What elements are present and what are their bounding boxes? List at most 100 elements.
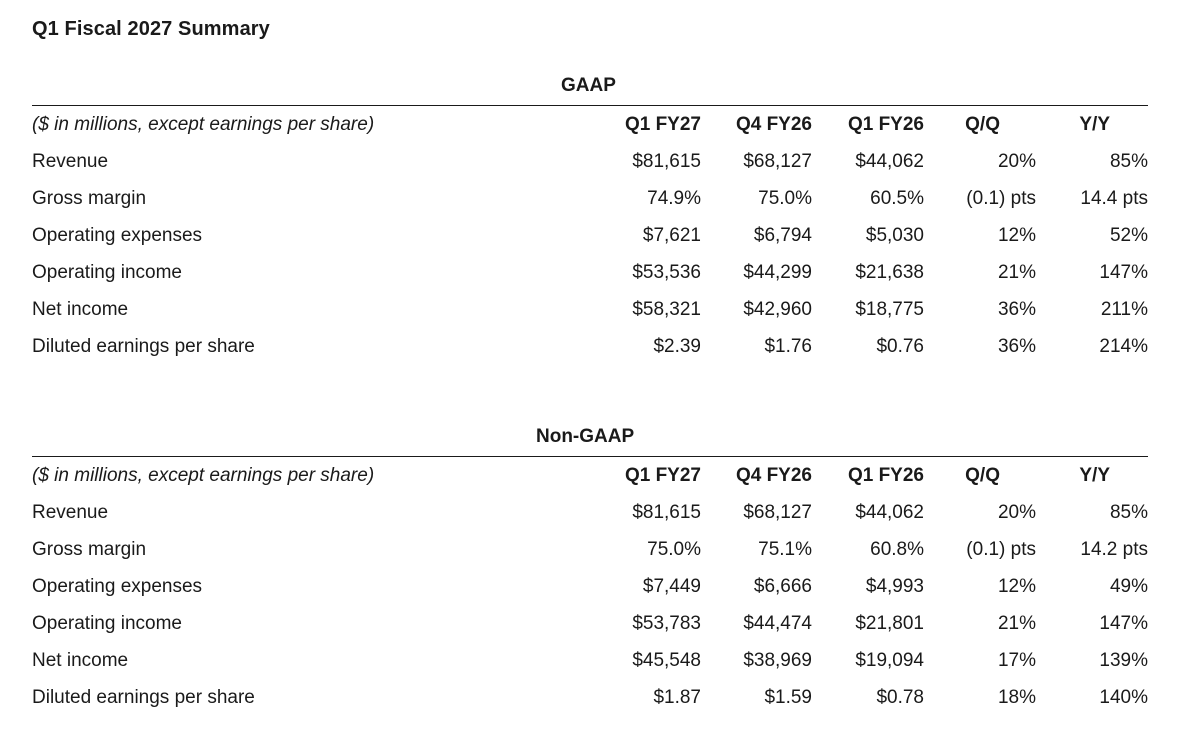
cell-qq: 20% [997, 150, 1036, 172]
cell-qq: 21% [997, 612, 1036, 634]
cell-yy: 85% [1109, 150, 1148, 172]
units-note: ($ in millions, except earnings per shar… [32, 113, 375, 135]
row-label: Operating expenses [32, 224, 203, 246]
row-label: Revenue [32, 150, 109, 172]
table-row: Operating expenses $7,621 $6,794 $5,030 12% 5… [32, 217, 1148, 254]
cell-q1-fy27: 75.0% [647, 538, 701, 560]
cell-q1-fy26: $4,993 [865, 575, 924, 597]
row-label: Operating income [32, 261, 182, 283]
cell-q1-fy27: $58,321 [632, 298, 701, 320]
column-header-q1-fy27: Q1 FY27 [624, 113, 701, 135]
table-row: Net income $45,548 $38,969 $19,094 17% 139% [32, 642, 1148, 679]
cell-q4-fy26: $42,960 [743, 298, 812, 320]
cell-yy: 147% [1099, 612, 1148, 634]
column-header-q1-fy27: Q1 FY27 [624, 464, 701, 486]
cell-q1-fy26: 60.8% [870, 538, 924, 560]
table-row: Diluted earnings per share $1.87 $1.59 $0.7… [32, 679, 1148, 716]
cell-q1-fy26: $44,062 [855, 150, 924, 172]
cell-q1-fy27: $7,621 [642, 224, 701, 246]
table-row: Gross margin 75.0% 75.1% 60.8% (0.1) pts 14.2… [32, 531, 1148, 568]
cell-qq: 20% [997, 501, 1036, 523]
cell-q4-fy26: $1.59 [764, 686, 812, 708]
row-label: Net income [32, 649, 129, 671]
cell-q1-fy27: $2.39 [653, 335, 701, 357]
cell-q1-fy27: $81,615 [632, 150, 701, 172]
cell-q4-fy26: $68,127 [743, 150, 812, 172]
cell-q4-fy26: $44,299 [743, 261, 812, 283]
units-note: ($ in millions, except earnings per shar… [32, 464, 375, 486]
row-label: Diluted earnings per share [32, 335, 255, 357]
cell-q1-fy26: $5,030 [865, 224, 924, 246]
row-label: Net income [32, 298, 129, 320]
table-row: Diluted earnings per share $2.39 $1.76 $0.7… [32, 328, 1148, 365]
cell-q4-fy26: $1.76 [764, 335, 812, 357]
cell-qq: 12% [997, 575, 1036, 597]
table-row: Operating income $53,783 $44,474 $21,801 21%… [32, 605, 1148, 642]
table-row: Operating expenses $7,449 $6,666 $4,993 12% 4… [32, 568, 1148, 605]
cell-yy: 140% [1099, 686, 1148, 708]
gaap-table-body: Revenue $81,615 $68,127 $44,062 20% 85% Gross … [32, 143, 1148, 365]
table-header-row: ($ in millions, except earnings per shar… [32, 457, 1148, 494]
cell-qq: 36% [997, 298, 1036, 320]
page-title: Q1 Fiscal 2027 Summary [32, 18, 270, 40]
cell-q1-fy26: $21,801 [855, 612, 924, 634]
column-header-yy: Y/Y [1079, 113, 1110, 135]
cell-qq: (0.1) pts [966, 187, 1036, 209]
row-label: Gross margin [32, 187, 147, 209]
cell-q4-fy26: $6,666 [753, 575, 812, 597]
cell-yy: 14.4 pts [1080, 187, 1148, 209]
column-header-q4-fy26: Q4 FY26 [735, 464, 812, 486]
cell-q1-fy26: $44,062 [855, 501, 924, 523]
non-gaap-table: ($ in millions, except earnings per shar… [32, 457, 1148, 716]
cell-yy: 14.2 pts [1080, 538, 1148, 560]
cell-q1-fy26: $21,638 [855, 261, 924, 283]
cell-q1-fy27: $7,449 [642, 575, 701, 597]
table-row: Revenue $81,615 $68,127 $44,062 20% 85% [32, 143, 1148, 180]
cell-q1-fy27: $53,783 [632, 612, 701, 634]
table-row: Operating income $53,536 $44,299 $21,638 21%… [32, 254, 1148, 291]
cell-q4-fy26: 75.1% [758, 538, 812, 560]
cell-yy: 139% [1099, 649, 1148, 671]
row-label: Revenue [32, 501, 109, 523]
row-label: Diluted earnings per share [32, 686, 255, 708]
column-header-yy: Y/Y [1079, 464, 1110, 486]
table-header-row: ($ in millions, except earnings per shar… [32, 106, 1148, 143]
cell-q1-fy27: $45,548 [632, 649, 701, 671]
cell-q1-fy27: $1.87 [653, 686, 701, 708]
column-header-q1-fy26: Q1 FY26 [847, 464, 924, 486]
table-row: Revenue $81,615 $68,127 $44,062 20% 85% [32, 494, 1148, 531]
cell-q1-fy26: $0.78 [876, 686, 924, 708]
cell-yy: 214% [1099, 335, 1148, 357]
gaap-section-title: GAAP [561, 75, 616, 96]
cell-yy: 211% [1100, 298, 1148, 320]
cell-q4-fy26: $6,794 [753, 224, 812, 246]
cell-yy: 49% [1109, 575, 1148, 597]
cell-q1-fy27: 74.9% [647, 187, 701, 209]
cell-q1-fy27: $53,536 [632, 261, 701, 283]
table-row: Gross margin 74.9% 75.0% 60.5% (0.1) pts 14.4… [32, 180, 1148, 217]
cell-qq: 36% [997, 335, 1036, 357]
cell-q1-fy26: $0.76 [876, 335, 924, 357]
non-gaap-header-rule [32, 456, 1148, 457]
cell-yy: 85% [1109, 501, 1148, 523]
cell-qq: 18% [997, 686, 1036, 708]
cell-q1-fy26: $18,775 [855, 298, 924, 320]
cell-q1-fy26: 60.5% [870, 187, 924, 209]
row-label: Operating expenses [32, 575, 203, 597]
non-gaap-section-title: Non-GAAP [536, 426, 635, 447]
cell-q4-fy26: $44,474 [743, 612, 812, 634]
column-header-qq: Q/Q [965, 113, 1000, 135]
row-label: Gross margin [32, 538, 147, 560]
column-header-q1-fy26: Q1 FY26 [847, 113, 924, 135]
cell-qq: 12% [997, 224, 1036, 246]
cell-q1-fy26: $19,094 [855, 649, 924, 671]
cell-qq: 17% [997, 649, 1036, 671]
cell-qq: (0.1) pts [966, 538, 1036, 560]
cell-qq: 21% [997, 261, 1036, 283]
non-gaap-table-body: Revenue $81,615 $68,127 $44,062 20% 85% Gross … [32, 494, 1148, 716]
cell-q4-fy26: 75.0% [758, 187, 812, 209]
column-header-qq: Q/Q [965, 464, 1000, 486]
row-label: Operating income [32, 612, 182, 634]
cell-yy: 52% [1109, 224, 1148, 246]
gaap-header-rule [32, 105, 1148, 106]
